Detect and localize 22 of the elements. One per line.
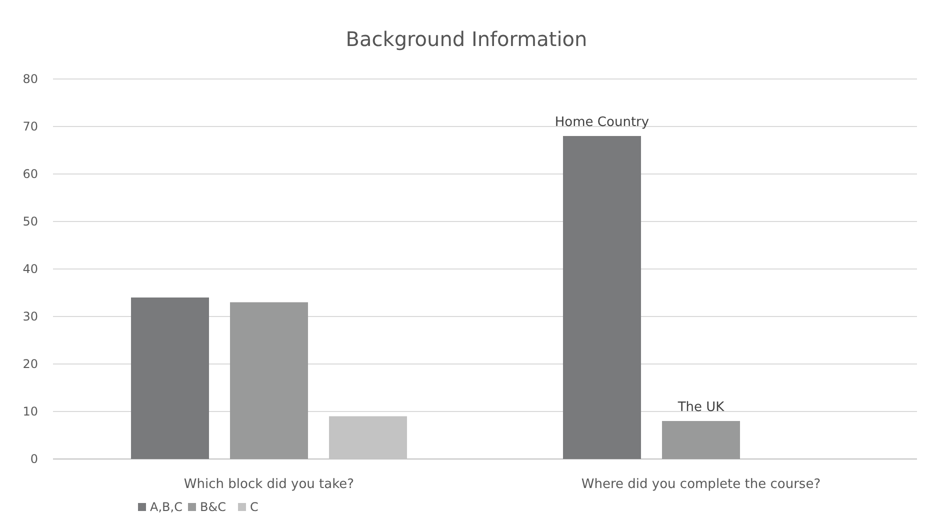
legend-label: A,B,C: [150, 500, 182, 514]
bar: [563, 136, 641, 459]
bar: [329, 416, 407, 459]
bar: [662, 421, 740, 459]
chart-title: Background Information: [346, 27, 588, 51]
y-tick-label: 40: [22, 262, 38, 276]
y-tick-label: 80: [22, 72, 38, 86]
y-tick-label: 30: [22, 310, 38, 324]
legend-label: B&C: [200, 500, 226, 514]
x-tick-label: Where did you complete the course?: [581, 477, 821, 492]
y-tick-label: 10: [22, 404, 38, 419]
legend-label: C: [250, 500, 258, 514]
data-label: The UK: [676, 400, 725, 415]
x-tick-label: Which block did you take?: [184, 477, 354, 492]
y-tick-label: 70: [22, 120, 38, 134]
y-tick-label: 20: [22, 357, 38, 372]
bar: [230, 302, 308, 459]
data-label: Home Country: [554, 115, 650, 130]
bar: [131, 298, 209, 459]
y-tick-label: 50: [22, 214, 38, 229]
y-tick-label: 0: [30, 452, 38, 466]
y-tick-label: 60: [22, 167, 38, 182]
